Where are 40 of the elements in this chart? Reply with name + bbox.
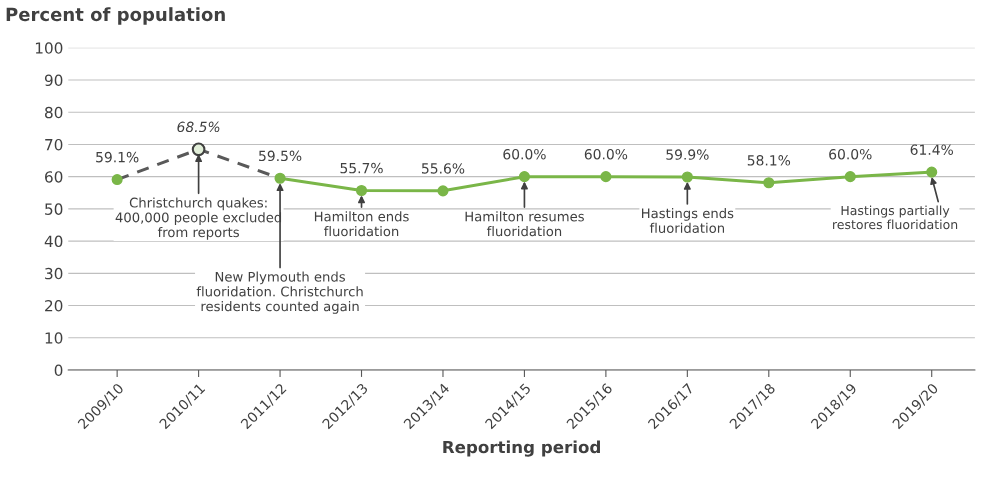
point bbox=[681, 171, 693, 183]
y-tick-label: 60 bbox=[45, 171, 63, 183]
annotation: Hastings partially restores fluoridation bbox=[833, 205, 958, 230]
y-tick-label: 40 bbox=[44, 235, 63, 248]
y-tick-label: 70 bbox=[45, 138, 63, 151]
y-tick-label: 80 bbox=[45, 106, 63, 119]
data-label: 60.0% bbox=[584, 148, 628, 160]
y-axis-title: Percent of population bbox=[6, 7, 225, 25]
annotation: Hamilton resumes fluoridation bbox=[465, 211, 584, 237]
data-label: 59.9% bbox=[666, 149, 709, 160]
data-label: 60.0% bbox=[829, 148, 872, 160]
y-tick-label: 50 bbox=[45, 203, 63, 215]
y-tick-label: 20 bbox=[45, 300, 63, 312]
point bbox=[763, 177, 775, 189]
data-label: 58.1% bbox=[747, 155, 791, 166]
data-label: 61.4% bbox=[910, 144, 954, 155]
x-axis-title: Reporting period bbox=[443, 440, 600, 457]
point bbox=[191, 142, 206, 157]
point bbox=[844, 171, 856, 183]
annotation: New Plymouth ends fluoridation. Christchurch residents counted again bbox=[196, 271, 363, 314]
data-label: 55.7% bbox=[340, 162, 383, 174]
point bbox=[926, 166, 938, 178]
data-label: 59.5% bbox=[259, 150, 302, 162]
data-label: 59.1% bbox=[96, 151, 139, 163]
point bbox=[274, 172, 286, 184]
point bbox=[518, 171, 530, 183]
data-label: 68.5% bbox=[177, 121, 220, 133]
annotation: Hastings ends fluoridation bbox=[642, 208, 734, 233]
point bbox=[437, 185, 449, 197]
y-tick-label: 0 bbox=[54, 364, 63, 376]
y-tick-label: 10 bbox=[45, 332, 63, 344]
point bbox=[111, 174, 123, 186]
y-tick-label: 100 bbox=[35, 42, 63, 54]
y-tick-label: 30 bbox=[45, 267, 63, 280]
data-label: 60.0% bbox=[503, 148, 546, 160]
annotation: Hamilton ends fluoridation bbox=[314, 211, 409, 237]
y-tick-label: 90 bbox=[44, 74, 63, 87]
data-label: 55.6% bbox=[421, 163, 465, 174]
point bbox=[355, 184, 368, 197]
point bbox=[600, 171, 612, 183]
